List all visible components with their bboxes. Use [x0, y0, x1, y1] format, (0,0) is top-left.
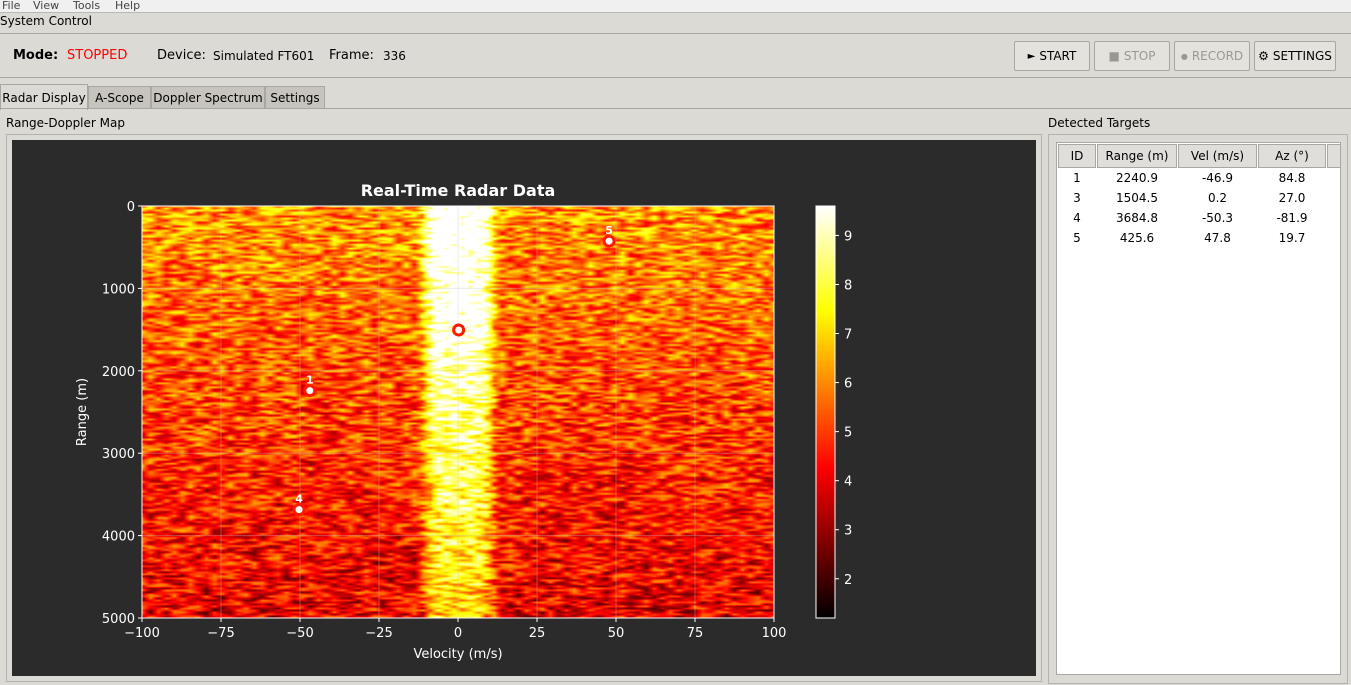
table-cell[interactable]: -81.9	[1276, 211, 1308, 225]
settings-label: SETTINGS	[1272, 49, 1332, 63]
mode-value: STOPPED	[67, 48, 128, 63]
start-label: START	[1039, 49, 1077, 63]
table-cell[interactable]: 4	[1073, 211, 1081, 225]
colorbar-tick-label: 7	[844, 328, 852, 343]
colorbar-tick-label: 4	[844, 475, 852, 490]
table-cell[interactable]: 0.2	[1207, 191, 1228, 205]
x-tick-label: −50	[286, 626, 313, 641]
target-marker-label: 3	[455, 313, 463, 326]
table-cell[interactable]: -46.9	[1201, 171, 1234, 185]
range-doppler-chart: Real-Time Radar Data −100 −75 −50 −25 0 25 50 7…	[75, 181, 852, 662]
target-marker	[303, 384, 317, 398]
colorbar	[816, 206, 835, 618]
table-cell[interactable]: 27.0	[1278, 191, 1306, 205]
menu-tools[interactable]: Tools	[73, 0, 101, 12]
record-label: RECORD	[1191, 49, 1244, 63]
y-tick-label: 5000	[102, 612, 135, 627]
range-doppler-title: Range-Doppler Map	[6, 116, 125, 130]
colorbar-tick-label: 6	[844, 377, 852, 392]
column-header[interactable]: Range (m)	[1097, 144, 1177, 168]
column-header[interactable]: Az (°)	[1258, 144, 1326, 168]
colorbar-tick-label: 5	[844, 426, 852, 441]
colorbar-tick-label: 3	[844, 524, 852, 539]
targets-table: ID Range (m) Vel (m/s) Az (°) 1 2240.9 -46.9 84…	[1056, 142, 1341, 675]
table-cell[interactable]: 47.8	[1204, 231, 1231, 245]
x-tick-label: 0	[454, 626, 462, 641]
colorbar-tick-label: 8	[844, 278, 852, 293]
system-control-title: System Control	[0, 14, 92, 28]
play-icon: ►	[1027, 50, 1036, 62]
y-axis-label: Range (m)	[75, 378, 90, 446]
y-tick-label: 2000	[102, 365, 135, 380]
plot-border	[141, 205, 775, 619]
tab-radar-display[interactable]: Radar Display	[0, 84, 88, 110]
stop-button[interactable]: ■ STOP	[1094, 41, 1170, 71]
x-tick-label: 50	[608, 626, 625, 641]
mode-label: Mode:	[13, 48, 59, 63]
menu-bar: File View Tools Help	[0, 0, 1351, 13]
start-button[interactable]: ► START	[1014, 41, 1090, 71]
y-tick-label: 3000	[102, 447, 135, 462]
table-cell[interactable]: 19.7	[1278, 231, 1306, 245]
tab-divider	[0, 108, 1351, 109]
table-cell[interactable]: 1	[1073, 171, 1081, 185]
target-marker	[452, 323, 466, 337]
x-tick-label: −25	[365, 626, 392, 641]
settings-button[interactable]: ⚙ SETTINGS	[1254, 41, 1336, 71]
radar-figure: Real-Time Radar Data −100 −75 −50 −25 0 25 50 7…	[12, 140, 1036, 676]
y-tick-label: 4000	[102, 530, 135, 545]
y-tick-label: 0	[127, 200, 135, 215]
table-cell[interactable]: -50.3	[1201, 211, 1234, 225]
frame-label: Frame:	[329, 48, 374, 63]
x-tick-label: 75	[687, 626, 704, 641]
column-header[interactable]	[1327, 144, 1341, 168]
x-tick-label: −75	[207, 626, 234, 641]
x-tick-label: 100	[762, 626, 787, 641]
detected-targets-group	[1048, 134, 1348, 684]
chart-title: Real-Time Radar Data	[361, 181, 556, 200]
table-cell[interactable]: 1504.5	[1116, 191, 1158, 205]
column-header[interactable]: Vel (m/s)	[1178, 144, 1257, 168]
table-cell[interactable]: 425.6	[1119, 231, 1155, 245]
menu-file[interactable]: File	[2, 0, 21, 12]
stop-label: STOP	[1123, 49, 1156, 63]
heatmap-image	[142, 206, 774, 618]
stop-icon: ■	[1108, 49, 1120, 63]
target-marker-label: 5	[605, 224, 613, 237]
x-tick-label: 25	[529, 626, 546, 641]
x-axis-label: Velocity (m/s)	[413, 647, 502, 662]
menu-help[interactable]: Help	[115, 0, 141, 12]
range-doppler-group	[6, 134, 1042, 682]
table-cell[interactable]: 3	[1073, 191, 1081, 205]
table-cell[interactable]: 84.8	[1278, 171, 1306, 185]
target-marker-label: 4	[295, 493, 303, 506]
tab-doppler-spectrum[interactable]: Doppler Spectrum	[151, 86, 265, 109]
column-header[interactable]: ID	[1058, 144, 1096, 168]
table-cell[interactable]: 5	[1073, 231, 1081, 245]
table-cell[interactable]: 2240.9	[1116, 171, 1158, 185]
device-value: Simulated FT601	[213, 49, 315, 63]
frame-value: 336	[383, 49, 406, 63]
target-marker	[292, 503, 306, 517]
device-label: Device:	[157, 48, 206, 63]
menu-view[interactable]: View	[33, 0, 60, 12]
target-marker-label: 1	[306, 374, 314, 387]
colorbar-tick-label: 2	[844, 573, 852, 588]
target-marker	[602, 234, 616, 248]
table-cell[interactable]: 3684.8	[1116, 211, 1158, 225]
gear-icon: ⚙	[1258, 49, 1269, 63]
detected-targets-title: Detected Targets	[1048, 116, 1151, 130]
tab-a-scope[interactable]: A-Scope	[88, 86, 151, 109]
system-control-panel: Mode: STOPPED Device: Simulated FT601 Fr…	[0, 33, 1351, 78]
y-tick-label: 1000	[102, 282, 135, 297]
record-icon: ●	[1180, 51, 1188, 61]
record-button[interactable]: ● RECORD	[1174, 41, 1250, 71]
colorbar-tick-label: 9	[844, 229, 852, 244]
x-tick-label: −100	[124, 626, 160, 641]
tab-settings[interactable]: Settings	[265, 86, 325, 109]
colorbar-border	[815, 205, 836, 619]
